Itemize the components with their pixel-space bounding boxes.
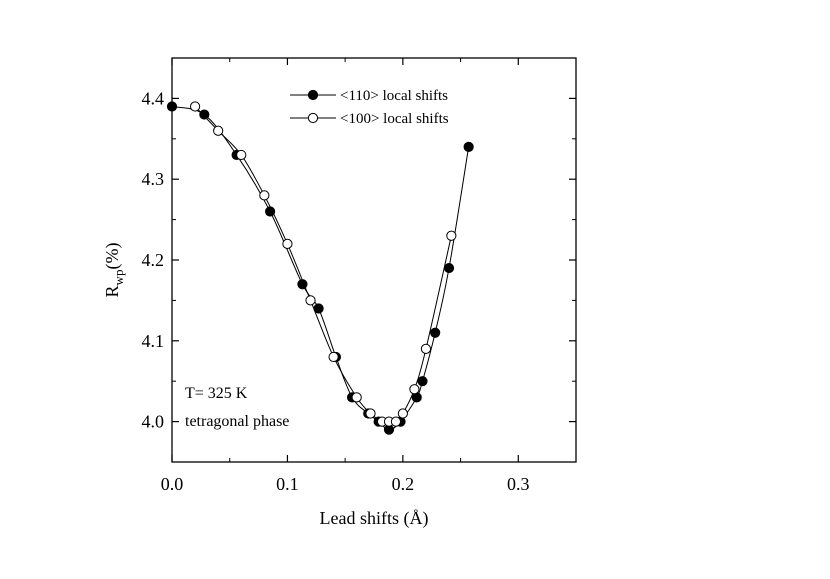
x-tick-label: 0.1: [276, 474, 299, 494]
x-tick-label: 0.3: [507, 474, 530, 494]
y-axis-label-sub: wp: [111, 270, 126, 286]
data-point-series-1: [236, 149, 247, 161]
y-tick-label: 4.0: [142, 412, 165, 432]
data-point-series-1: [365, 408, 376, 419]
y-axis-label-unit: (%): [102, 243, 123, 270]
data-point-series-1: [328, 351, 339, 363]
legend: <110> local shifts <100> local shifts: [290, 88, 449, 127]
legend-label-100: <100> local shifts: [340, 111, 449, 127]
data-points: [166, 101, 474, 435]
y-tick-label: 4.2: [142, 250, 165, 270]
legend-marker-100: [307, 112, 319, 124]
y-tick-label: 4.4: [142, 88, 165, 108]
legend-label-110: <110> local shifts: [340, 88, 448, 104]
y-axis-label-main: R: [102, 285, 122, 297]
x-tick-label: 0.2: [392, 474, 415, 494]
data-point-series-1: [305, 295, 316, 306]
data-point-series-1: [213, 125, 224, 136]
x-tick-label: 0.0: [161, 474, 184, 494]
data-point-series-0: [199, 109, 210, 120]
data-point-series-1: [282, 238, 293, 249]
data-point-series-0: [443, 262, 455, 274]
data-point-series-0: [417, 376, 428, 387]
data-point-series-1: [259, 190, 270, 201]
data-point-series-1: [446, 230, 457, 241]
data-point-series-0: [265, 206, 276, 217]
data-point-series-0: [313, 303, 324, 314]
data-point-series-1: [351, 392, 362, 403]
annotation-phase: tetragonal phase: [185, 413, 289, 430]
ticks: [171, 57, 576, 463]
x-axis-label: Lead shifts (Å): [320, 508, 429, 529]
data-point-series-0: [297, 279, 308, 290]
data-point-series-1: [409, 384, 420, 395]
legend-marker-110: [307, 89, 319, 101]
y-tick-label: 4.3: [142, 169, 165, 189]
data-point-series-1: [397, 408, 408, 419]
data-point-series-0: [463, 141, 474, 152]
data-point-series-1: [189, 101, 201, 112]
y-axis-label: Rwp(%): [102, 243, 126, 298]
annotation-temperature: T= 325 K: [185, 385, 248, 402]
tick-labels: 0.0 0.1 0.2 0.3 4.0 4.1 4.2 4.3 4.4: [142, 88, 530, 494]
data-point-series-1: [420, 343, 432, 354]
data-point-series-1: [390, 416, 402, 427]
data-point-series-0: [430, 327, 441, 338]
y-tick-label: 4.1: [142, 331, 165, 351]
